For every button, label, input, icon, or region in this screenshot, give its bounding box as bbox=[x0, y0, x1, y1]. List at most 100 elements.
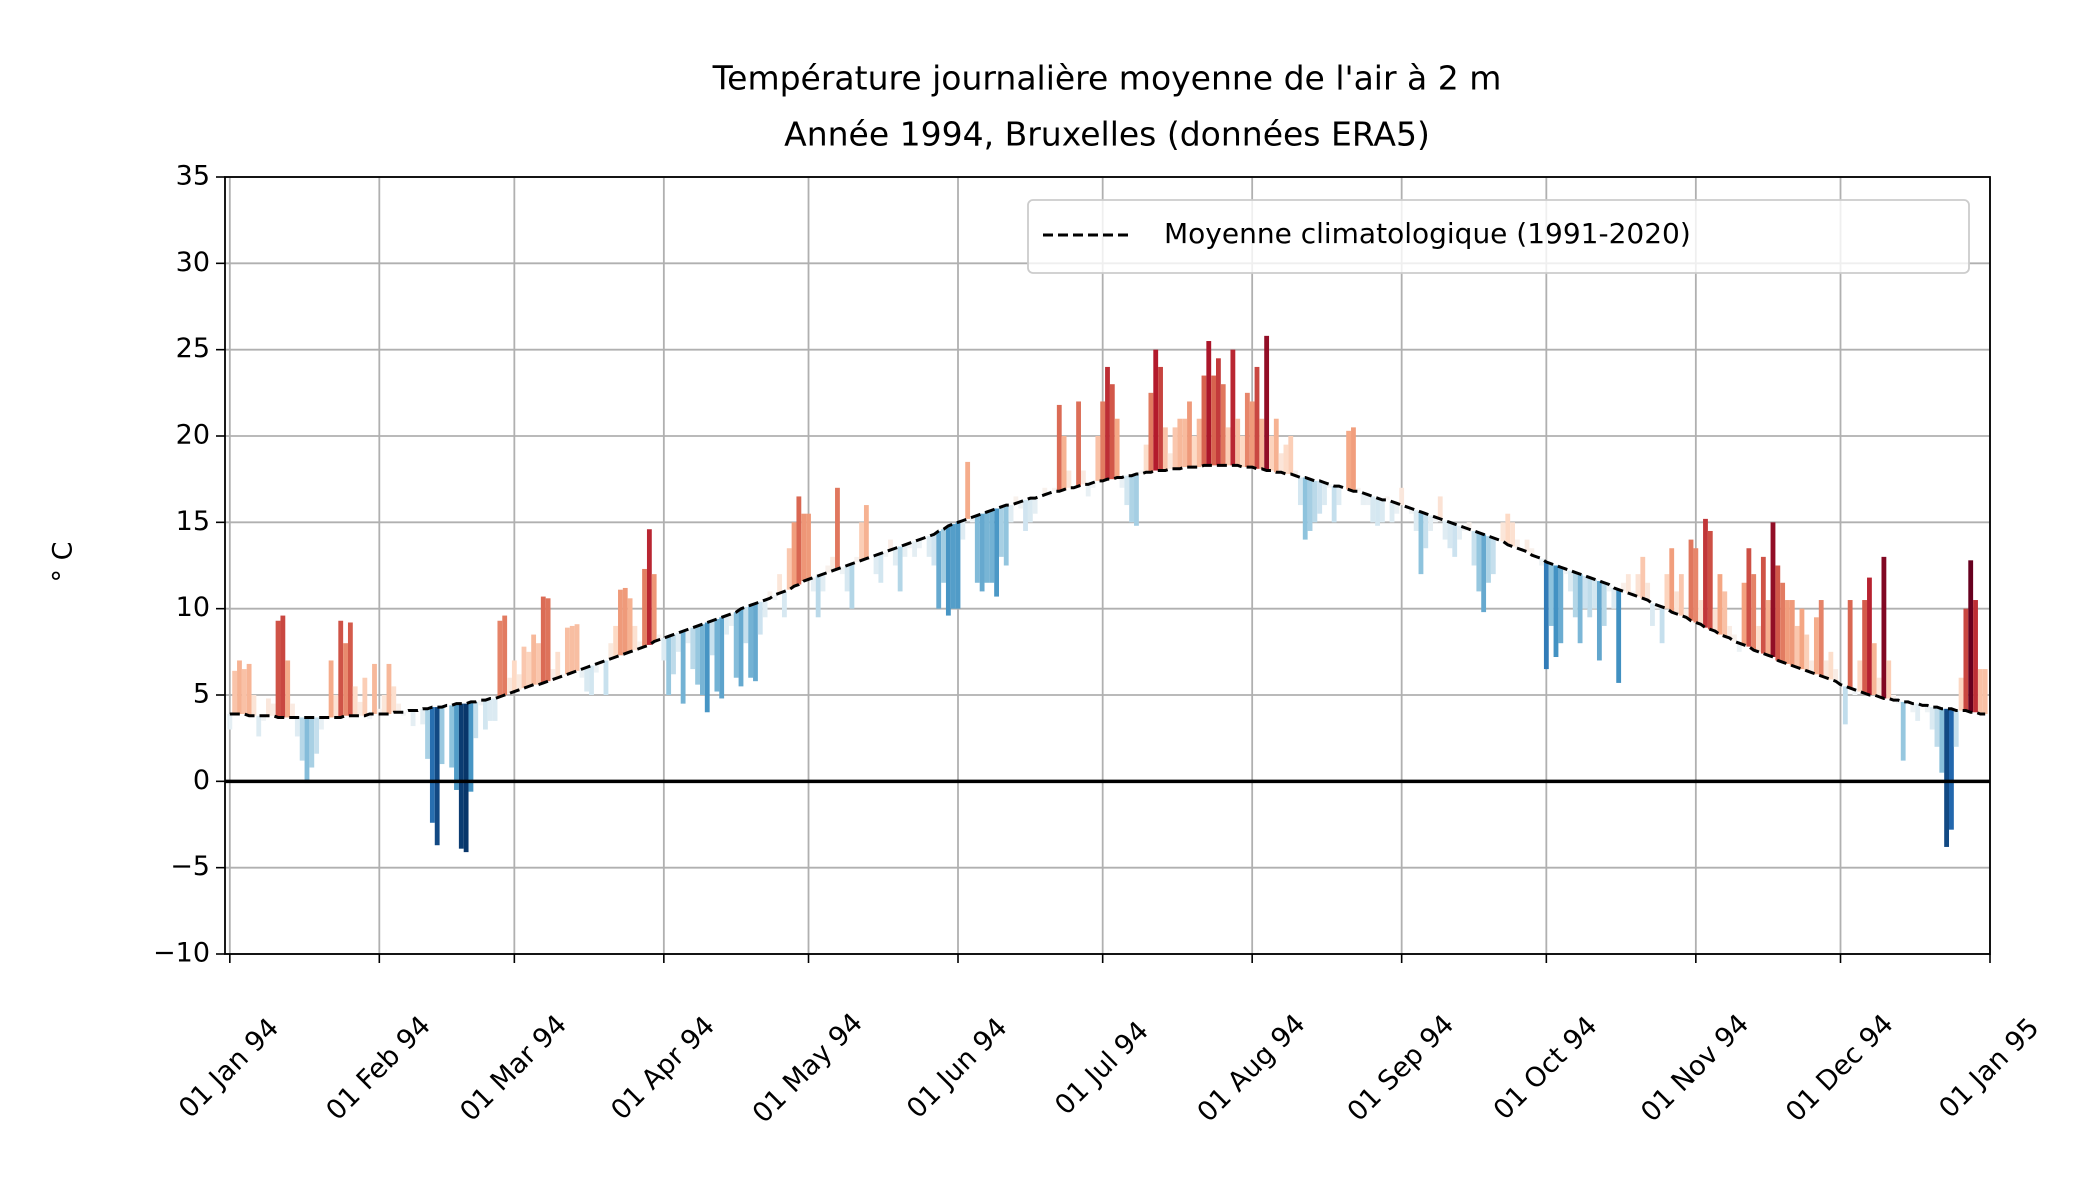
bar bbox=[1765, 600, 1771, 656]
bar bbox=[1331, 486, 1337, 523]
bar bbox=[1587, 577, 1593, 618]
bar bbox=[1143, 444, 1149, 473]
bar bbox=[425, 708, 430, 759]
bar bbox=[762, 600, 768, 618]
bar bbox=[917, 539, 922, 549]
y-tick-label: 0 bbox=[193, 765, 210, 796]
bar bbox=[1220, 384, 1226, 466]
bar bbox=[1823, 660, 1829, 678]
bar bbox=[1703, 518, 1708, 628]
bar bbox=[839, 567, 845, 575]
bar bbox=[1939, 708, 1945, 773]
y-tick-label: 15 bbox=[176, 506, 210, 537]
bar bbox=[1076, 401, 1081, 487]
bar bbox=[434, 707, 440, 846]
bar bbox=[410, 710, 416, 727]
bar bbox=[695, 625, 701, 685]
bar bbox=[1346, 430, 1352, 490]
bar bbox=[974, 515, 980, 583]
bar bbox=[1712, 608, 1718, 632]
bar bbox=[1785, 600, 1790, 664]
bar bbox=[1153, 349, 1159, 471]
bar bbox=[1293, 470, 1298, 476]
bar bbox=[1109, 384, 1115, 480]
legend: Moyenne climatologique (1991-2020) bbox=[1027, 199, 1970, 274]
bar bbox=[888, 539, 893, 550]
bar bbox=[545, 598, 551, 682]
bar bbox=[1408, 508, 1414, 514]
bar bbox=[1008, 505, 1014, 523]
bar bbox=[801, 513, 807, 582]
bar bbox=[1061, 436, 1067, 490]
bar bbox=[246, 663, 252, 716]
bar bbox=[1085, 484, 1091, 497]
bar bbox=[1857, 660, 1863, 692]
bar bbox=[1365, 494, 1371, 506]
bar bbox=[521, 646, 527, 689]
bar bbox=[1524, 539, 1530, 552]
bar bbox=[1669, 548, 1675, 613]
y-tick-label: 35 bbox=[176, 161, 210, 192]
bar bbox=[1900, 701, 1906, 761]
bar bbox=[1278, 453, 1284, 473]
bar bbox=[507, 677, 512, 694]
bar bbox=[704, 622, 710, 713]
bar bbox=[1351, 427, 1356, 492]
bar bbox=[1698, 600, 1704, 625]
bar bbox=[632, 625, 638, 651]
bar bbox=[1105, 366, 1110, 480]
bar bbox=[1032, 498, 1038, 514]
bar bbox=[1616, 589, 1622, 683]
bar bbox=[381, 695, 387, 714]
bar bbox=[540, 596, 546, 683]
bar bbox=[1191, 436, 1197, 468]
lines bbox=[225, 463, 1990, 784]
bar bbox=[728, 613, 734, 626]
bar bbox=[772, 594, 778, 601]
bar bbox=[849, 563, 855, 609]
bar bbox=[1606, 584, 1612, 592]
bar bbox=[1177, 418, 1183, 469]
bar bbox=[338, 620, 344, 718]
bar bbox=[1476, 532, 1482, 592]
bar bbox=[622, 587, 628, 654]
bar bbox=[1003, 505, 1009, 566]
bar bbox=[328, 660, 334, 718]
bar bbox=[1664, 574, 1670, 609]
bar bbox=[936, 530, 942, 609]
bar bbox=[1833, 669, 1839, 682]
bar bbox=[912, 541, 918, 557]
bar bbox=[1915, 703, 1921, 721]
bar bbox=[1080, 470, 1086, 485]
bar bbox=[613, 625, 619, 658]
bar bbox=[1413, 510, 1419, 531]
bar bbox=[892, 548, 898, 566]
bar bbox=[1433, 517, 1438, 523]
bar bbox=[656, 634, 662, 640]
bar bbox=[352, 686, 358, 716]
bar bbox=[1167, 453, 1173, 469]
bar bbox=[1640, 556, 1646, 599]
bar bbox=[863, 505, 869, 559]
bar bbox=[1288, 436, 1294, 474]
bar bbox=[1447, 522, 1453, 549]
bar bbox=[1201, 375, 1207, 466]
bar bbox=[468, 701, 474, 792]
bar bbox=[1867, 577, 1872, 695]
bar bbox=[241, 669, 247, 714]
plot-frame bbox=[224, 176, 1991, 955]
y-tick-label: 5 bbox=[193, 679, 210, 710]
bar bbox=[1707, 530, 1713, 630]
bar bbox=[1211, 375, 1217, 466]
x-tick-label: 01 Apr 94 bbox=[605, 1010, 721, 1126]
bar bbox=[998, 506, 1004, 557]
bar bbox=[666, 636, 672, 695]
bar bbox=[1355, 487, 1361, 492]
bar bbox=[526, 651, 532, 687]
bar bbox=[960, 520, 966, 540]
bar bbox=[1977, 669, 1983, 714]
bar bbox=[1042, 487, 1048, 495]
bar bbox=[1162, 427, 1168, 471]
bar bbox=[1510, 522, 1515, 547]
bar bbox=[931, 534, 937, 566]
